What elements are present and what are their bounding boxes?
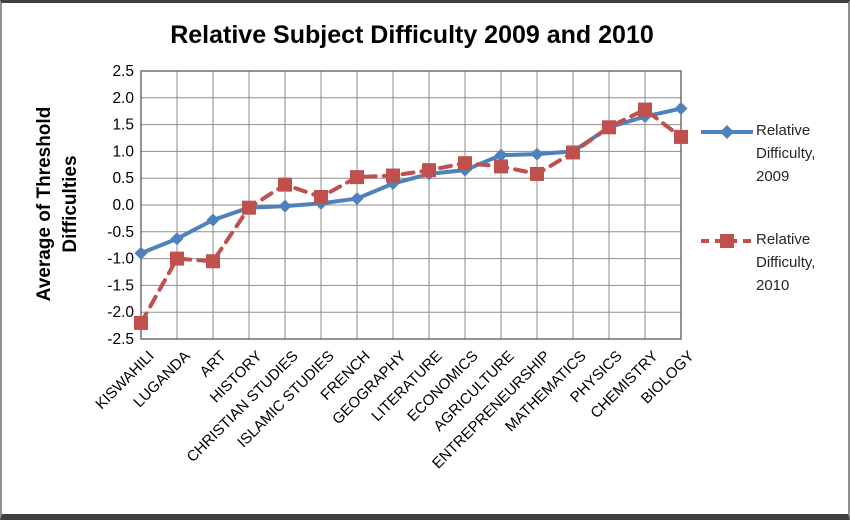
- y-tick-label: 0.5: [112, 170, 134, 187]
- data-point-marker: [494, 148, 508, 162]
- legend: Relative Difficulty, 2009 Relative Diffi…: [700, 119, 846, 297]
- y-tick-label: 0.0: [112, 197, 134, 214]
- data-point-marker: [674, 102, 688, 116]
- data-point-marker: [566, 145, 580, 160]
- series-line-2010: [139, 107, 683, 325]
- y-tick-label: -2.5: [107, 331, 134, 348]
- data-point-marker: [350, 192, 364, 206]
- legend-item-2010: Relative Difficulty, 2010: [700, 228, 846, 297]
- data-point-marker: [350, 170, 364, 185]
- data-point-marker: [602, 120, 616, 135]
- y-tick-label: 2.5: [112, 63, 134, 80]
- data-point-marker: [170, 232, 184, 246]
- data-point-marker: [134, 246, 148, 260]
- y-tick-label: -1.5: [107, 277, 134, 294]
- data-point-marker: [278, 177, 292, 192]
- data-point-marker: [530, 166, 544, 181]
- data-point-marker: [494, 159, 508, 174]
- data-point-marker: [638, 102, 652, 117]
- legend-2009-marker: [720, 125, 734, 139]
- data-point-marker: [314, 189, 328, 204]
- legend-item-2009: Relative Difficulty, 2009: [700, 119, 846, 188]
- legend-line-diamond-icon: [701, 125, 753, 139]
- y-tick-label: 1.0: [112, 143, 134, 160]
- y-tick-label: 1.5: [112, 117, 134, 134]
- data-point-marker: [242, 200, 256, 215]
- y-tick-label: 2.0: [112, 90, 134, 107]
- data-point-marker: [674, 129, 688, 144]
- data-point-marker: [530, 147, 544, 161]
- data-point-marker: [206, 213, 220, 227]
- y-tick-label: -1.0: [107, 251, 134, 268]
- plot-area: 2.52.01.51.00.50.0-0.5-1.0-1.5-2.0-2.5KI…: [92, 63, 697, 472]
- data-point-marker: [458, 156, 472, 171]
- plot-border: [140, 70, 682, 340]
- chart-title: Relative Subject Difficulty 2009 and 201…: [170, 21, 654, 49]
- data-point-marker: [134, 315, 148, 330]
- legend-label-2010: Relative Difficulty, 2010: [756, 231, 816, 294]
- data-point-marker: [206, 254, 220, 269]
- data-point-marker: [422, 163, 436, 178]
- data-point-marker: [278, 199, 292, 213]
- y-tick-label: -2.0: [107, 304, 134, 321]
- legend-label-2009: Relative Difficulty, 2009: [756, 122, 816, 185]
- legend-2010-marker: [720, 234, 734, 248]
- data-point-marker: [386, 168, 400, 183]
- y-tick-label: -0.5: [107, 224, 134, 241]
- legend-line-square-icon: [701, 234, 753, 248]
- data-point-marker: [170, 251, 184, 266]
